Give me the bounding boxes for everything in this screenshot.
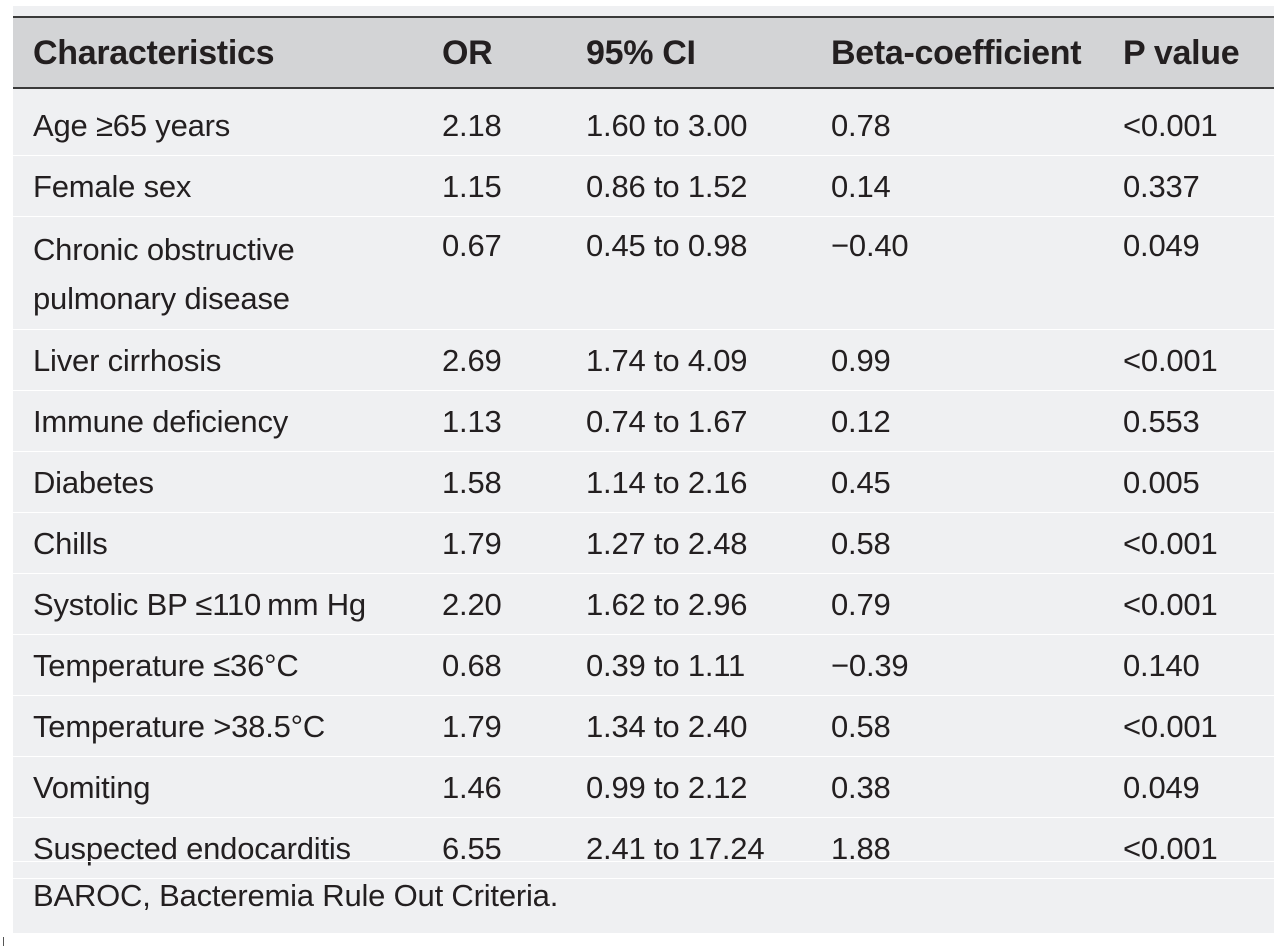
- table-row: Age ≥65 years 2.18 1.60 to 3.00 0.78 <0.…: [13, 89, 1274, 156]
- table-row: Diabetes 1.58 1.14 to 2.16 0.45 0.005: [13, 451, 1274, 513]
- cell-or: 2.69: [422, 329, 566, 391]
- regression-table: Characteristics OR 95% CI Beta-coefficie…: [13, 18, 1274, 879]
- cell-characteristic: Temperature ≤36°C: [13, 634, 422, 696]
- cell-characteristic: Chills: [13, 512, 422, 574]
- cell-p-value: <0.001: [1103, 89, 1274, 156]
- cell-ci: 1.34 to 2.40: [566, 695, 811, 757]
- cell-ci: 1.14 to 2.16: [566, 451, 811, 513]
- cell-characteristic: Chronic obstructive pulmonary disease: [13, 216, 422, 330]
- cell-p-value: <0.001: [1103, 695, 1274, 757]
- cell-or: 1.58: [422, 451, 566, 513]
- cell-beta: 0.38: [811, 756, 1103, 818]
- table-row: Vomiting 1.46 0.99 to 2.12 0.38 0.049: [13, 756, 1274, 818]
- cell-ci: 1.74 to 4.09: [566, 329, 811, 391]
- footnote-rule: [13, 861, 1274, 862]
- cell-characteristic: Suspected endocarditis: [13, 817, 422, 879]
- header-characteristics: Characteristics: [33, 34, 275, 72]
- cell-beta: 0.14: [811, 155, 1103, 217]
- cell-ci: 1.62 to 2.96: [566, 573, 811, 635]
- cell-ci: 0.74 to 1.67: [566, 390, 811, 452]
- header-rule: [13, 87, 1274, 89]
- cell-p-value: <0.001: [1103, 817, 1274, 879]
- cell-or: 1.46: [422, 756, 566, 818]
- cell-characteristic: Immune deficiency: [13, 390, 422, 452]
- table-row: Liver cirrhosis 2.69 1.74 to 4.09 0.99 <…: [13, 329, 1274, 391]
- header-row: Characteristics OR 95% CI Beta-coefficie…: [13, 18, 1274, 89]
- cell-beta: −0.40: [811, 216, 1103, 330]
- cell-p-value: 0.049: [1103, 756, 1274, 818]
- cell-or: 1.79: [422, 695, 566, 757]
- cell-p-value: 0.049: [1103, 216, 1274, 330]
- cell-or: 1.15: [422, 155, 566, 217]
- cell-or: 0.67: [422, 216, 566, 330]
- cell-or: 1.13: [422, 390, 566, 452]
- top-rule: [13, 16, 1274, 18]
- cell-p-value: 0.553: [1103, 390, 1274, 452]
- cell-p-value: <0.001: [1103, 512, 1274, 574]
- cell-characteristic: Female sex: [13, 155, 422, 217]
- cell-or: 0.68: [422, 634, 566, 696]
- cell-characteristic: Temperature >38.5°C: [13, 695, 422, 757]
- table-row: Female sex 1.15 0.86 to 1.52 0.14 0.337: [13, 155, 1274, 217]
- cell-p-value: <0.001: [1103, 573, 1274, 635]
- cell-ci: 0.86 to 1.52: [566, 155, 811, 217]
- table-row: Chills 1.79 1.27 to 2.48 0.58 <0.001: [13, 512, 1274, 574]
- cell-or: 1.79: [422, 512, 566, 574]
- cell-beta: 0.58: [811, 512, 1103, 574]
- table-row: Systolic BP ≤110 mm Hg 2.20 1.62 to 2.96…: [13, 573, 1274, 635]
- header-p-value: P value: [1123, 34, 1240, 72]
- page-edge-mark: [3, 937, 4, 946]
- cell-characteristic: Diabetes: [13, 451, 422, 513]
- cell-ci: 1.27 to 2.48: [566, 512, 811, 574]
- cell-beta: 0.78: [811, 89, 1103, 156]
- header-ci: 95% CI: [586, 34, 696, 72]
- cell-ci: 0.99 to 2.12: [566, 756, 811, 818]
- cell-characteristic: Liver cirrhosis: [13, 329, 422, 391]
- table-row: Temperature >38.5°C 1.79 1.34 to 2.40 0.…: [13, 695, 1274, 757]
- cell-characteristic: Age ≥65 years: [13, 89, 422, 156]
- table-row: Chronic obstructive pulmonary disease 0.…: [13, 216, 1274, 330]
- cell-or: 2.18: [422, 89, 566, 156]
- cell-beta: 0.12: [811, 390, 1103, 452]
- cell-beta: 1.88: [811, 817, 1103, 879]
- cell-characteristic: Systolic BP ≤110 mm Hg: [13, 573, 422, 635]
- cell-p-value: 0.005: [1103, 451, 1274, 513]
- header-or: OR: [442, 34, 493, 72]
- cell-characteristic: Vomiting: [13, 756, 422, 818]
- cell-ci: 0.39 to 1.11: [566, 634, 811, 696]
- cell-beta: 0.45: [811, 451, 1103, 513]
- cell-p-value: 0.140: [1103, 634, 1274, 696]
- cell-beta: 0.79: [811, 573, 1103, 635]
- cell-beta: 0.99: [811, 329, 1103, 391]
- cell-ci: 1.60 to 3.00: [566, 89, 811, 156]
- cell-beta: −0.39: [811, 634, 1103, 696]
- cell-or: 2.20: [422, 573, 566, 635]
- table-footnote: BAROC, Bacteremia Rule Out Criteria.: [33, 878, 559, 913]
- cell-ci: 2.41 to 17.24: [566, 817, 811, 879]
- header-beta: Beta-coefficient: [831, 34, 1082, 72]
- table-row: Temperature ≤36°C 0.68 0.39 to 1.11 −0.3…: [13, 634, 1274, 696]
- header-band: [13, 18, 1274, 88]
- cell-p-value: 0.337: [1103, 155, 1274, 217]
- cell-p-value: <0.001: [1103, 329, 1274, 391]
- table-panel: Characteristics OR 95% CI Beta-coefficie…: [13, 6, 1274, 933]
- table-row: Immune deficiency 1.13 0.74 to 1.67 0.12…: [13, 390, 1274, 452]
- cell-beta: 0.58: [811, 695, 1103, 757]
- cell-or: 6.55: [422, 817, 566, 879]
- table-row: Suspected endocarditis 6.55 2.41 to 17.2…: [13, 817, 1274, 879]
- cell-ci: 0.45 to 0.98: [566, 216, 811, 330]
